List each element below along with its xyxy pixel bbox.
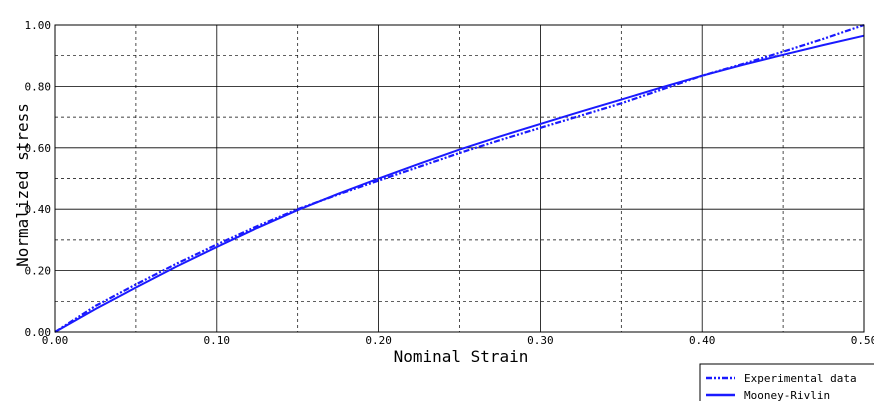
x-tick-label: 0.20 (365, 334, 392, 347)
y-tick-label: 0.80 (25, 80, 52, 93)
x-tick-label: 0.10 (204, 334, 231, 347)
y-tick-label: 0.00 (25, 326, 52, 339)
y-axis-label: Normalized stress (13, 103, 32, 267)
x-tick-label: 0.30 (527, 334, 554, 347)
legend: Experimental data Mooney-Rivlin (700, 364, 874, 401)
legend-label-experimental: Experimental data (744, 372, 857, 385)
x-axis-label: Nominal Strain (394, 347, 529, 366)
x-tick-label: 0.40 (689, 334, 716, 347)
y-tick-label: 1.00 (25, 19, 52, 32)
x-tick-label: 0.50 (851, 334, 874, 347)
legend-label-mooney-rivlin: Mooney-Rivlin (744, 389, 830, 401)
